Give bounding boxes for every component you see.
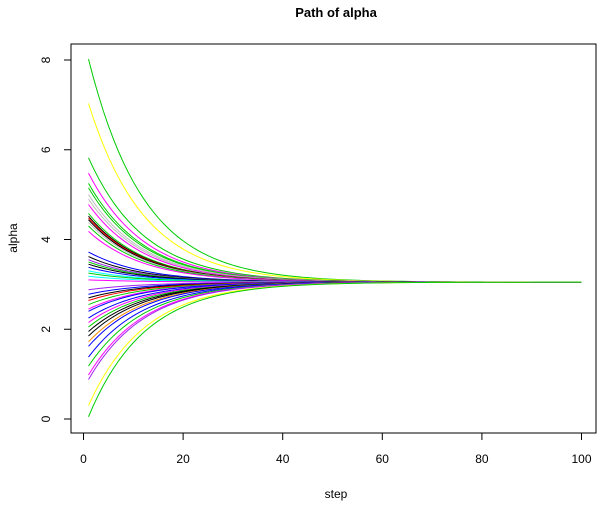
x-tick-label: 40 [276,452,290,466]
series-line-12 [88,217,582,283]
plot-frame [70,43,597,434]
x-axis: 0 20 40 60 80 100 [80,433,592,466]
series-line-9 [88,204,582,283]
series-line-42 [88,281,582,367]
y-tick-label: 8 [39,56,53,63]
x-tick-label: 60 [376,452,390,466]
series-line-39 [88,281,582,343]
x-tick-label: 0 [80,452,87,466]
chart-title: Path of alpha [295,5,377,20]
series-line-10 [88,213,582,283]
y-tick-label: 2 [39,326,53,333]
x-axis-label: step [325,487,348,501]
x-tick-label: 80 [475,452,489,466]
y-tick-label: 4 [39,236,53,243]
series-layer [88,58,582,417]
series-line-8 [88,198,582,283]
series-line-14 [88,222,582,283]
y-axis: 0 2 4 6 8 [39,56,71,422]
x-tick-label: 100 [571,452,591,466]
x-tick-label: 20 [176,452,190,466]
y-tick-label: 6 [39,146,53,153]
y-axis-label: alpha [6,223,20,253]
series-line-45 [88,281,582,406]
series-line-13 [88,219,582,283]
series-line-46 [88,281,582,417]
y-tick-label: 0 [39,415,53,422]
